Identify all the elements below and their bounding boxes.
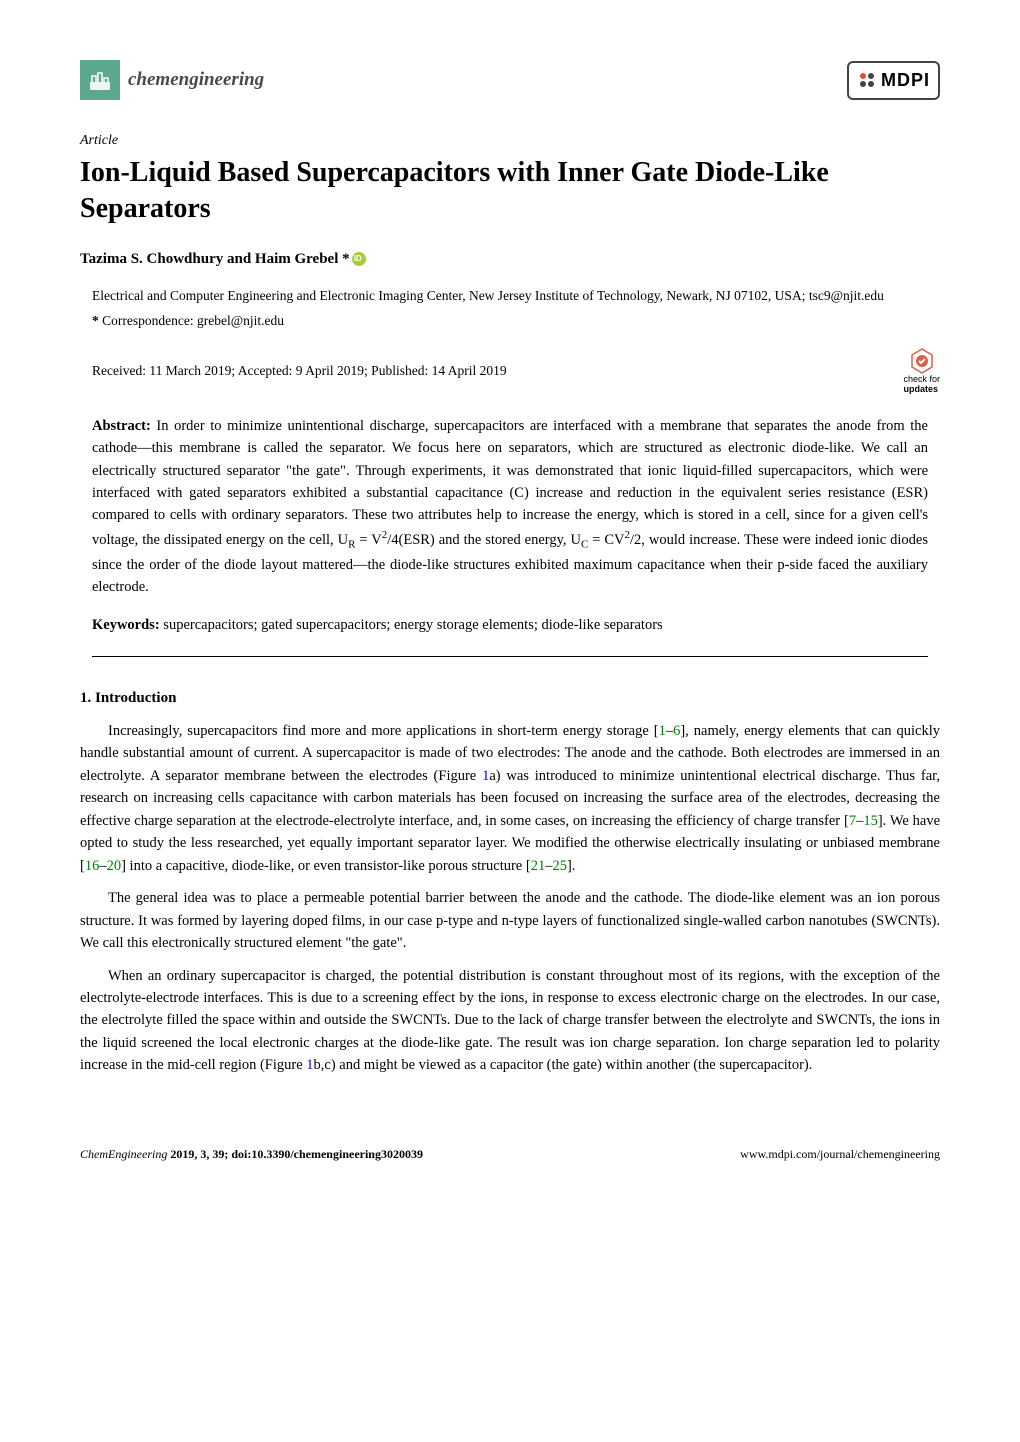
ref-link-20[interactable]: 20 [107, 858, 122, 874]
journal-name: chemengineering [128, 66, 264, 95]
footer-right[interactable]: www.mdpi.com/journal/chemengineering [740, 1145, 940, 1163]
authors: Tazima S. Chowdhury and Haim Grebel * [80, 248, 940, 271]
section-heading-1: 1. Introduction [80, 687, 940, 710]
keywords-text: supercapacitors; gated supercapacitors; … [163, 617, 662, 633]
authors-text: Tazima S. Chowdhury and Haim Grebel * [80, 251, 350, 267]
p1-text-g: – [99, 858, 106, 874]
correspondence-marker: * [92, 313, 99, 328]
p3-text-b: b,c) and might be viewed as a capacitor … [314, 1057, 813, 1073]
article-title: Ion-Liquid Based Supercapacitors with In… [80, 155, 940, 228]
journal-logo-icon [80, 60, 120, 100]
keywords-label: Keywords: [92, 617, 160, 633]
correspondence: * Correspondence: grebel@njit.edu [80, 311, 940, 331]
p1-text-j: ]. [567, 858, 575, 874]
abstract-text-1: In order to minimize unintentional disch… [92, 418, 928, 548]
abstract-text-3: /4(ESR) and the stored energy, U [387, 532, 581, 548]
check-updates-line1: check for [903, 374, 940, 384]
p1-text-b: – [666, 723, 673, 739]
ref-link-16[interactable]: 16 [85, 858, 100, 874]
correspondence-text: Correspondence: grebel@njit.edu [102, 313, 284, 328]
divider [92, 656, 928, 657]
orcid-icon[interactable] [352, 252, 366, 266]
ref-link-15[interactable]: 15 [863, 813, 878, 829]
publication-dates: Received: 11 March 2019; Accepted: 9 Apr… [80, 361, 507, 381]
journal-logo: chemengineering [80, 60, 264, 100]
affiliation: Electrical and Computer Engineering and … [80, 286, 940, 306]
footer-journal: ChemEngineering [80, 1147, 167, 1161]
abstract-text-2: = V [355, 532, 381, 548]
fig-link-1bc[interactable]: 1 [306, 1057, 313, 1073]
abstract: Abstract: In order to minimize unintenti… [80, 415, 940, 599]
ref-link-1[interactable]: 1 [659, 723, 666, 739]
intro-para-2: The general idea was to place a permeabl… [80, 887, 940, 954]
footer-left: ChemEngineering 2019, 3, 39; doi:10.3390… [80, 1145, 423, 1163]
check-updates-text: check for updates [903, 375, 940, 395]
footer-year-vol: 2019, 3, 39; doi:10.3390/chemengineering… [167, 1147, 423, 1161]
header-row: chemengineering MDPI [80, 60, 940, 100]
article-type: Article [80, 130, 940, 151]
ref-link-7[interactable]: 7 [849, 813, 856, 829]
keywords: Keywords: supercapacitors; gated superca… [80, 615, 940, 637]
check-updates-line2: updates [903, 385, 940, 395]
footer: ChemEngineering 2019, 3, 39; doi:10.3390… [80, 1137, 940, 1163]
abstract-text-4: = CV [588, 532, 624, 548]
abstract-label: Abstract: [92, 418, 151, 434]
intro-para-1: Increasingly, supercapacitors find more … [80, 720, 940, 877]
check-updates-icon [908, 347, 936, 375]
p1-text-h: ] into a capacitive, diode-like, or even… [121, 858, 531, 874]
publisher-name: MDPI [881, 67, 930, 94]
ref-link-21[interactable]: 21 [531, 858, 546, 874]
check-updates-badge[interactable]: check for updates [903, 347, 940, 395]
ref-link-25[interactable]: 25 [552, 858, 567, 874]
intro-para-3: When an ordinary supercapacitor is charg… [80, 965, 940, 1077]
p1-text-a: Increasingly, supercapacitors find more … [108, 723, 659, 739]
dates-row: Received: 11 March 2019; Accepted: 9 Apr… [80, 347, 940, 395]
publisher-logo: MDPI [847, 61, 940, 100]
